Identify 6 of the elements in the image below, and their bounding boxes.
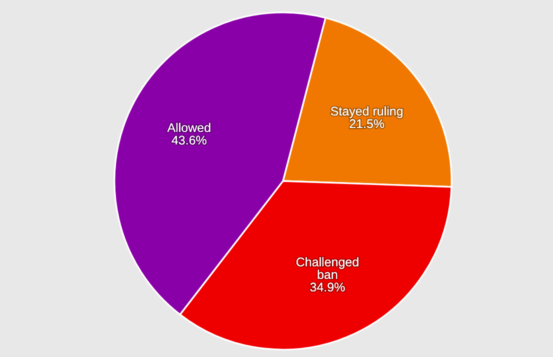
slice-label: Challenged ban — [296, 257, 358, 279]
data-label: 21.5% — [350, 119, 384, 128]
slice-label: Allowed — [167, 122, 210, 132]
data-label: 34.9% — [310, 282, 345, 292]
data-label: 43.6% — [172, 136, 206, 145]
slice-label: Stayed ruling — [330, 106, 402, 118]
